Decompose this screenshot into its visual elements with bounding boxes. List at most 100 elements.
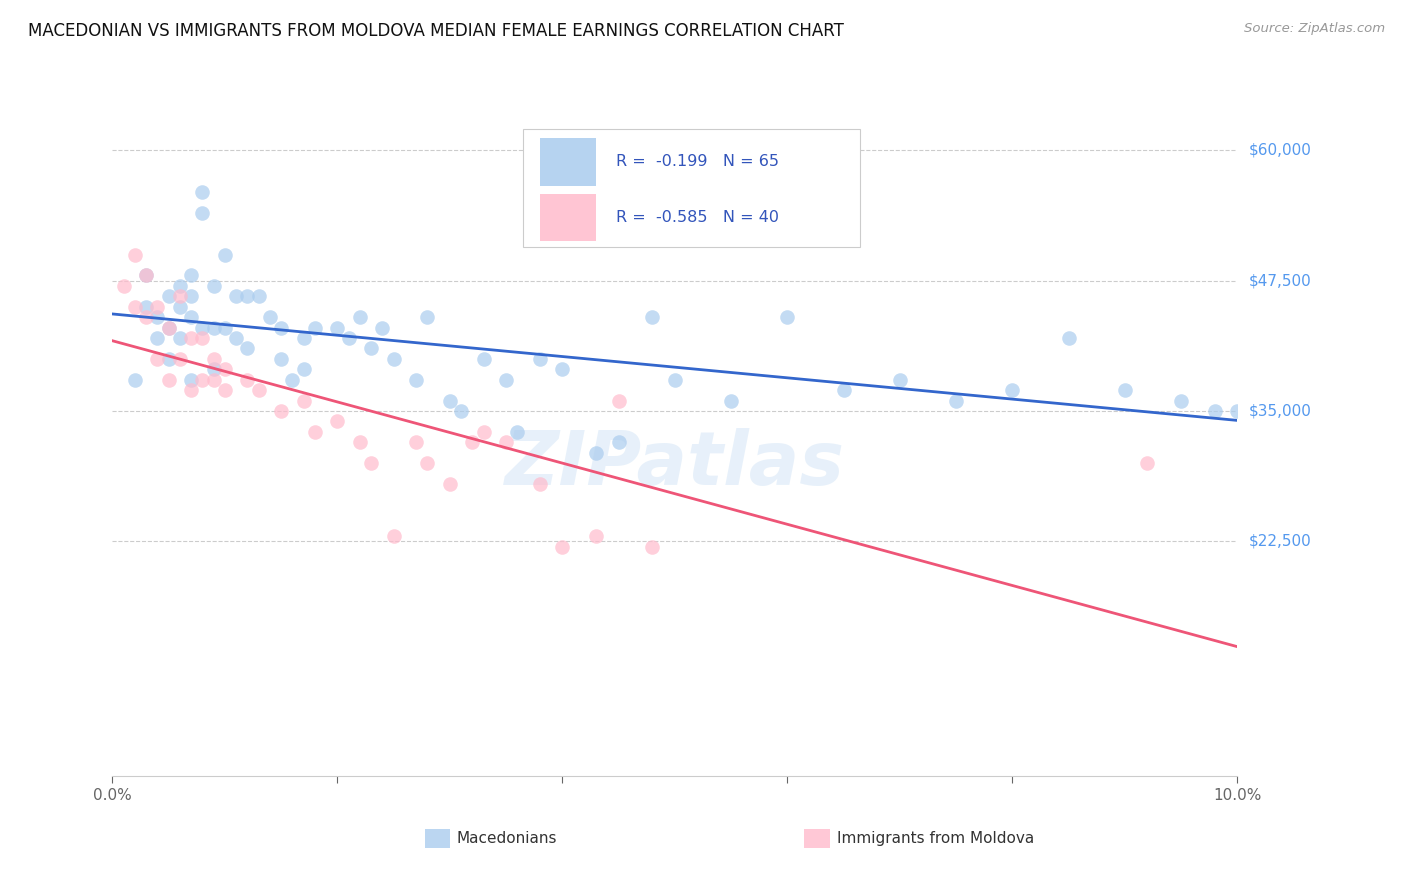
Point: [945, 393, 967, 408]
Point: [1001, 383, 1024, 397]
Point: [191, 373, 214, 387]
Point: [180, 268, 202, 283]
Point: [124, 247, 146, 261]
Text: R =  -0.199   N = 65: R = -0.199 N = 65: [616, 154, 779, 169]
Point: [304, 425, 326, 439]
Point: [776, 310, 799, 325]
Point: [326, 320, 349, 334]
Point: [169, 278, 191, 293]
Point: [326, 414, 349, 428]
Point: [495, 373, 517, 387]
Point: [889, 373, 911, 387]
Point: [529, 351, 551, 366]
FancyBboxPatch shape: [540, 194, 596, 242]
Point: [146, 331, 169, 345]
Point: [439, 477, 461, 491]
Text: MACEDONIAN VS IMMIGRANTS FROM MOLDOVA MEDIAN FEMALE EARNINGS CORRELATION CHART: MACEDONIAN VS IMMIGRANTS FROM MOLDOVA ME…: [28, 22, 844, 40]
Point: [202, 320, 225, 334]
Point: [551, 362, 574, 376]
Text: Source: ZipAtlas.com: Source: ZipAtlas.com: [1244, 22, 1385, 36]
Text: $47,500: $47,500: [1249, 273, 1312, 288]
Point: [349, 310, 371, 325]
Point: [112, 278, 135, 293]
Point: [461, 435, 484, 450]
Point: [214, 247, 236, 261]
Point: [270, 351, 292, 366]
Point: [450, 404, 472, 418]
Point: [180, 310, 202, 325]
Point: [157, 320, 180, 334]
Point: [405, 373, 427, 387]
Point: [1057, 331, 1080, 345]
Point: [506, 425, 529, 439]
Point: [337, 331, 360, 345]
Point: [214, 383, 236, 397]
Point: [225, 331, 247, 345]
Point: [349, 435, 371, 450]
Point: [135, 268, 157, 283]
Point: [720, 393, 742, 408]
Point: [169, 331, 191, 345]
Point: [191, 331, 214, 345]
Point: [146, 351, 169, 366]
Point: [135, 300, 157, 314]
Point: [180, 289, 202, 303]
Point: [236, 373, 259, 387]
Point: [641, 310, 664, 325]
Point: [157, 320, 180, 334]
Point: [191, 320, 214, 334]
Point: [124, 300, 146, 314]
Point: [225, 289, 247, 303]
Point: [146, 300, 169, 314]
Point: [832, 383, 855, 397]
Text: ZIPatlas: ZIPatlas: [505, 427, 845, 500]
Text: R =  -0.585   N = 40: R = -0.585 N = 40: [616, 211, 779, 225]
Point: [157, 351, 180, 366]
Point: [1226, 404, 1249, 418]
Point: [382, 529, 405, 543]
Point: [382, 351, 405, 366]
Point: [202, 362, 225, 376]
Point: [270, 404, 292, 418]
Point: [1204, 404, 1226, 418]
Point: [180, 373, 202, 387]
Point: [202, 278, 225, 293]
Point: [371, 320, 394, 334]
FancyBboxPatch shape: [523, 128, 860, 247]
Point: [202, 351, 225, 366]
Point: [1136, 456, 1159, 470]
Point: [169, 300, 191, 314]
Point: [259, 310, 281, 325]
Point: [664, 373, 686, 387]
Point: [157, 373, 180, 387]
Point: [180, 383, 202, 397]
Text: Immigrants from Moldova: Immigrants from Moldova: [837, 831, 1033, 846]
Point: [191, 185, 214, 199]
Point: [1114, 383, 1136, 397]
Text: $35,000: $35,000: [1249, 403, 1312, 418]
Text: $60,000: $60,000: [1249, 143, 1312, 158]
Point: [247, 383, 270, 397]
Point: [214, 320, 236, 334]
Point: [146, 310, 169, 325]
Point: [472, 425, 495, 439]
Point: [281, 373, 304, 387]
Point: [495, 435, 517, 450]
Point: [135, 268, 157, 283]
Point: [585, 446, 607, 460]
Point: [247, 289, 270, 303]
Point: [304, 320, 326, 334]
Point: [360, 342, 382, 356]
Point: [641, 540, 664, 554]
Point: [214, 362, 236, 376]
Point: [1170, 393, 1192, 408]
Point: [551, 540, 574, 554]
Point: [439, 393, 461, 408]
Point: [191, 206, 214, 220]
Point: [292, 393, 315, 408]
Point: [529, 477, 551, 491]
Point: [124, 373, 146, 387]
Point: [270, 320, 292, 334]
Point: [135, 310, 157, 325]
Point: [157, 289, 180, 303]
